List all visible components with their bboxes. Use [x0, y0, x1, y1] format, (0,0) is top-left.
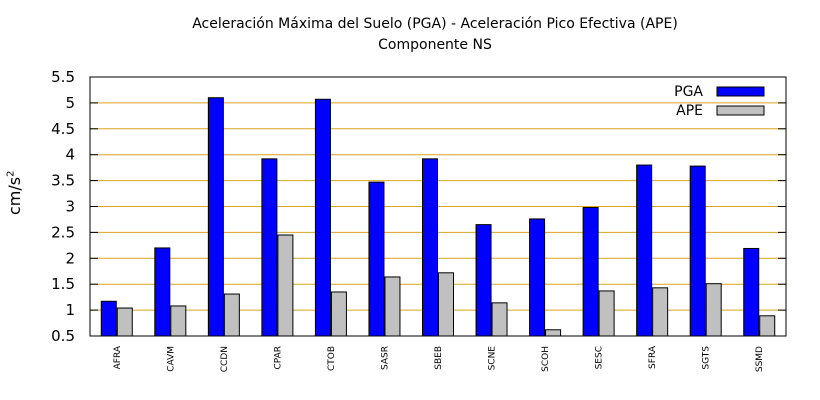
y-tick-label: 0.5: [51, 327, 75, 345]
bar-ape: [170, 305, 187, 337]
bar-ape: [223, 293, 240, 337]
y-tick-label: 5: [65, 94, 75, 112]
bar-ape: [384, 276, 401, 337]
plot-border: [89, 76, 787, 337]
y-tick-label: 1.5: [51, 275, 75, 293]
y-tick-label: 2: [65, 249, 75, 267]
bar-pga: [689, 165, 706, 337]
bar-ape: [759, 315, 776, 337]
legend-swatch-ape: [716, 105, 765, 116]
bar-pga: [368, 181, 385, 337]
legend-swatch-pga: [716, 86, 765, 97]
bar-pga: [100, 300, 117, 337]
x-tick-label: CPAR: [273, 346, 283, 370]
x-tick-label: AFRA: [113, 345, 123, 369]
bar-pga: [636, 164, 653, 337]
bar-ape: [438, 272, 454, 337]
legend-label-ape: APE: [676, 103, 703, 119]
bar-ape: [277, 234, 294, 337]
bar-pga: [422, 158, 438, 337]
bar-ape: [116, 307, 133, 337]
x-tick-label: SFRA: [648, 345, 658, 369]
bar-ape: [545, 329, 562, 337]
bar-pga: [314, 98, 331, 337]
bar-pga: [207, 97, 224, 337]
x-tick-label: SCNE: [488, 346, 498, 371]
legend-label-pga: PGA: [674, 84, 703, 100]
x-tick-label: SESC: [595, 346, 605, 369]
bar-ape: [491, 302, 508, 337]
y-tick-label: 1: [65, 301, 75, 319]
y-tick-label: 3.5: [51, 172, 75, 190]
bar-ape: [330, 291, 347, 337]
bar-pga: [261, 158, 278, 337]
x-tick-label: SGTS: [702, 346, 712, 370]
y-tick-label: 2.5: [51, 223, 75, 241]
x-tick-label: CTOB: [327, 346, 337, 371]
x-tick-label: SSMD: [755, 346, 765, 372]
x-tick-label: SCOH: [541, 346, 551, 372]
bar-ape: [652, 287, 669, 337]
x-tick-label: SASR: [380, 346, 390, 370]
x-tick-label: CCDN: [220, 346, 230, 372]
chart-subtitle: Componente NS: [378, 37, 492, 53]
bar-pga: [529, 218, 546, 337]
x-tick-label: SBEB: [434, 346, 444, 370]
y-tick-label: 3: [65, 198, 75, 216]
y-tick-label: 4.5: [51, 120, 75, 138]
bar-pga: [475, 224, 492, 337]
bar-ape: [598, 290, 615, 337]
bar-pga: [582, 207, 599, 337]
y-tick-label: 5.5: [51, 68, 75, 86]
chart-title: Aceleración Máxima del Suelo (PGA) - Ace…: [192, 16, 678, 32]
y-tick-label: 4: [65, 146, 75, 164]
bar-pga: [743, 247, 760, 337]
x-tick-label: CAVM: [166, 346, 176, 372]
bar-pga: [154, 247, 171, 337]
bar-ape: [705, 283, 722, 337]
